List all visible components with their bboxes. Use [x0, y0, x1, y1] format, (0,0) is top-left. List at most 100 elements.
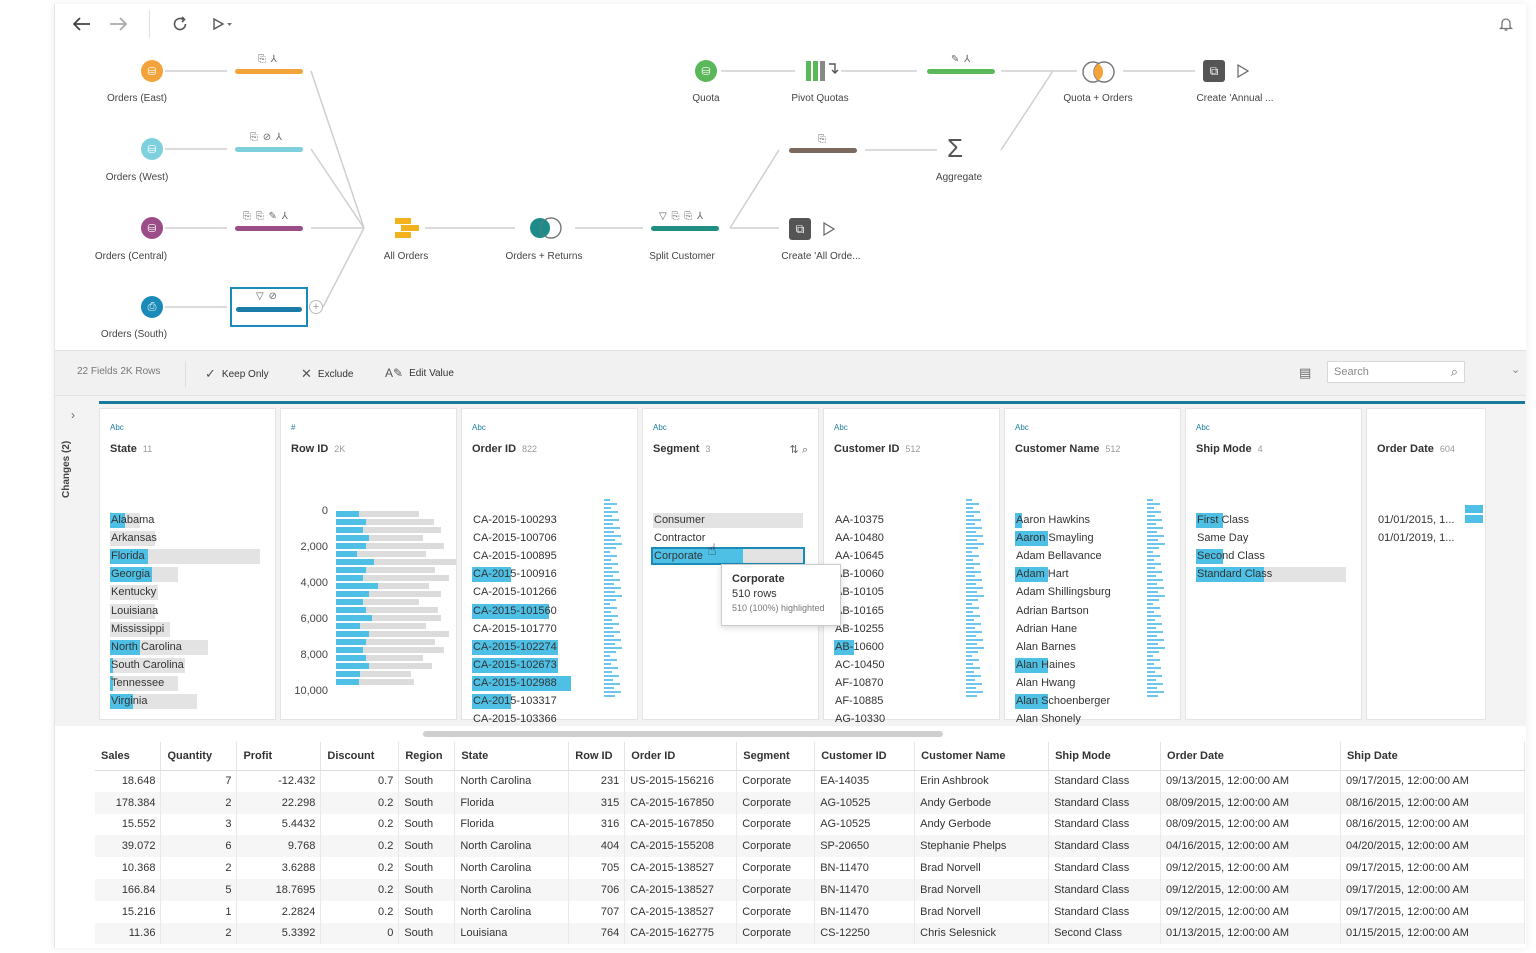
table-cell[interactable]: AG-10525 [814, 813, 916, 836]
table-cell[interactable]: Corporate [736, 900, 816, 923]
histogram-bar[interactable] [336, 575, 449, 581]
column-header[interactable]: Sales [95, 742, 162, 771]
table-row[interactable]: 15.552 3 5.4432 0.2 South Florida 316 CA-2015-1… [95, 813, 1526, 836]
table-row[interactable]: 178.384 2 22.298 0.2 South Florida 315 CA-2015-… [95, 791, 1526, 814]
table-cell[interactable]: North Carolina [454, 835, 570, 858]
table-row[interactable]: 39.072 6 9.768 0.2 South North Carolina 404 CA-… [95, 835, 1526, 858]
join-node-quota-orders[interactable] [1079, 60, 1119, 84]
profile-value[interactable]: AA-10480 [834, 531, 884, 546]
union-node[interactable] [393, 216, 421, 240]
table-cell[interactable]: SP-20650 [814, 835, 916, 858]
table-cell[interactable]: EA-14035 [814, 770, 916, 792]
column-header[interactable]: Ship Date [1340, 742, 1526, 771]
profile-value[interactable]: AF-10870 [834, 676, 883, 691]
profile-value[interactable]: CA-2015-102274 [472, 639, 558, 655]
table-cell[interactable]: CA-2015-138527 [624, 878, 738, 901]
table-cell[interactable]: Standard Class [1048, 878, 1162, 901]
table-cell[interactable]: 404 [568, 835, 626, 858]
table-cell[interactable]: 08/09/2015, 12:00:00 AM [1160, 813, 1341, 836]
forward-button[interactable] [105, 12, 131, 36]
table-cell[interactable]: South [398, 878, 456, 901]
table-row[interactable]: 15.216 1 2.2824 0.2 South North Carolina 707 CA… [95, 900, 1526, 923]
histogram-bar[interactable] [336, 519, 434, 525]
table-row[interactable]: 10.368 2 3.6288 0.2 South North Carolina 705 CA… [95, 857, 1526, 879]
pivot-node[interactable] [805, 60, 839, 82]
histogram-bar[interactable] [336, 639, 435, 645]
histogram-bar[interactable] [336, 663, 432, 669]
table-cell[interactable]: South [398, 900, 456, 923]
table-cell[interactable]: 01/13/2015, 12:00:00 AM [1160, 922, 1341, 945]
table-cell[interactable]: CA-2015-138527 [624, 857, 738, 879]
table-cell[interactable]: 764 [568, 922, 626, 945]
table-cell[interactable]: 706 [568, 878, 626, 901]
profile-value[interactable]: Second Class [1196, 549, 1265, 565]
profile-value[interactable]: CA-2015-101560 [472, 603, 557, 619]
profile-value[interactable]: Alan Shonely [1015, 712, 1081, 727]
histogram-bar[interactable] [336, 527, 441, 533]
table-cell[interactable]: 0.2 [320, 878, 400, 901]
table-cell[interactable]: 39.072 [95, 835, 162, 858]
profile-value[interactable]: Alan Haines [1015, 657, 1075, 673]
field-title[interactable]: Order Date 604 [1377, 443, 1455, 455]
profile-value[interactable]: Consumer [653, 513, 803, 528]
profile-value[interactable]: Aaron Hawkins [1015, 513, 1090, 528]
profile-value[interactable]: South Carolina [110, 657, 185, 673]
table-cell[interactable]: Florida [454, 791, 570, 814]
column-header[interactable]: Row ID [568, 742, 626, 771]
profile-value[interactable]: AB-10105 [834, 585, 884, 600]
column-header[interactable]: Ship Mode [1048, 742, 1162, 771]
sort-icon[interactable]: ⇅ [789, 444, 799, 456]
run-output-button[interactable] [823, 221, 836, 239]
table-row[interactable]: 11.36 2 5.3392 0 South Louisiana 764 CA-2015-16… [95, 922, 1526, 945]
profile-value[interactable]: Alabama [110, 513, 154, 528]
profile-value[interactable]: AB-10255 [834, 622, 884, 637]
table-cell[interactable]: South [398, 791, 456, 814]
table-cell[interactable]: 08/16/2015, 12:00:00 AM [1340, 813, 1526, 836]
table-cell[interactable]: 09/12/2015, 12:00:00 AM [1160, 857, 1341, 879]
table-cell[interactable]: BN-11470 [814, 878, 916, 901]
table-cell[interactable]: 15.552 [95, 813, 162, 836]
table-cell[interactable]: Louisiana [454, 922, 570, 945]
profile-value[interactable]: AC-10450 [834, 658, 885, 673]
run-output-button[interactable] [1237, 63, 1250, 81]
profile-value[interactable]: CA-2015-101266 [472, 585, 557, 600]
field-title[interactable]: Order ID 822 [472, 443, 537, 455]
profile-value[interactable]: Georgia [110, 567, 178, 583]
table-cell[interactable]: Standard Class [1048, 857, 1162, 879]
table-cell[interactable]: South [398, 922, 456, 945]
profile-value[interactable]: Alan Schoenberger [1015, 694, 1110, 709]
profile-value[interactable]: CA-2015-102988 [472, 675, 571, 691]
profile-value[interactable]: Standard Class [1196, 567, 1346, 583]
histogram-bar[interactable] [336, 511, 419, 517]
table-row[interactable]: 18.648 7 -12.432 0.7 South North Carolina 231 U… [95, 770, 1526, 792]
table-cell[interactable]: 5.3392 [236, 922, 322, 945]
table-cell[interactable]: Standard Class [1048, 900, 1162, 923]
clean-step-quota[interactable] [927, 69, 995, 74]
table-cell[interactable]: Standard Class [1048, 770, 1162, 792]
collapse-chevron-icon[interactable]: ⌄ [1511, 364, 1521, 376]
profile-value[interactable]: AB-10600 [834, 639, 884, 655]
table-cell[interactable]: Erin Ashbrook [914, 770, 1050, 792]
output-node-annual[interactable]: ⧉ [1203, 60, 1225, 82]
table-cell[interactable]: CA-2015-138527 [624, 900, 738, 923]
table-cell[interactable]: Florida [454, 813, 570, 836]
table-cell[interactable]: 3 [160, 813, 238, 836]
table-cell[interactable]: 09/17/2015, 12:00:00 AM [1340, 857, 1526, 879]
search-icon[interactable]: ⌕ [801, 444, 808, 456]
field-title[interactable]: Segment 3 [653, 443, 710, 455]
changes-tab[interactable]: Changes (2) [61, 426, 89, 506]
table-cell[interactable]: 10.368 [95, 857, 162, 879]
profile-value[interactable]: CA-2015-100706 [472, 531, 557, 546]
table-cell[interactable]: North Carolina [454, 878, 570, 901]
refresh-button[interactable] [167, 12, 193, 36]
input-node-orders-east[interactable]: ⛁ [141, 60, 163, 82]
table-cell[interactable]: Standard Class [1048, 813, 1162, 836]
input-node-orders-central[interactable]: ⛁ [141, 217, 163, 239]
table-cell[interactable]: 09/12/2015, 12:00:00 AM [1160, 878, 1341, 901]
histogram-bar[interactable] [336, 599, 419, 605]
profile-value[interactable]: Adam Bellavance [1015, 549, 1102, 564]
table-cell[interactable]: 316 [568, 813, 626, 836]
table-cell[interactable]: South [398, 835, 456, 858]
table-cell[interactable]: 6 [160, 835, 238, 858]
table-cell[interactable]: 178.384 [95, 791, 162, 814]
